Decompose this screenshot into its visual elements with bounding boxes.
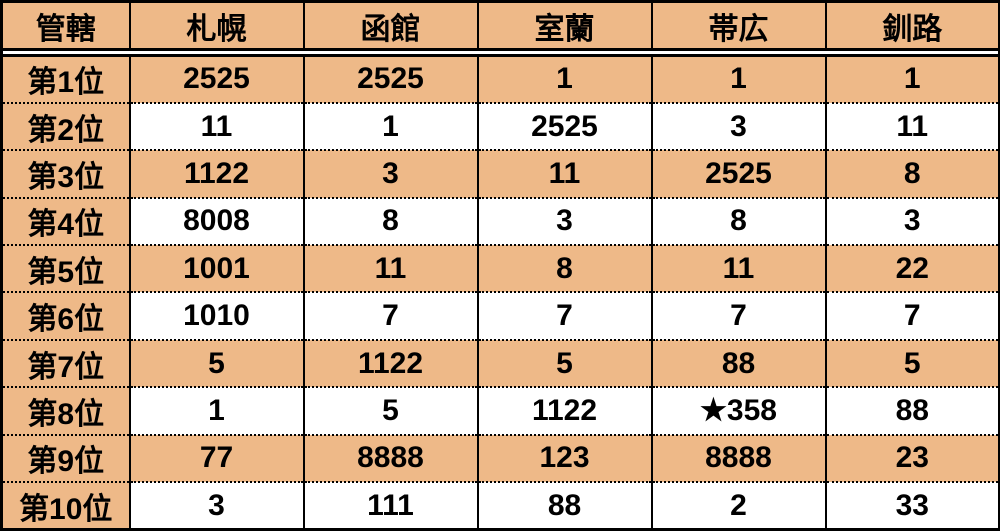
cell: 5 [826, 340, 1000, 387]
cell: 8 [652, 198, 826, 245]
cell: 2525 [130, 56, 304, 103]
cell: 5 [130, 340, 304, 387]
cell: 8 [826, 150, 1000, 197]
cell: 5 [304, 387, 478, 434]
cell: 88 [826, 387, 1000, 434]
cell: 7 [304, 292, 478, 339]
cell: 111 [304, 482, 478, 529]
cell: 7 [826, 292, 1000, 339]
cell: 7 [652, 292, 826, 339]
cell: 8 [304, 198, 478, 245]
rank-label: 第9位 [2, 435, 130, 482]
cell: 11 [652, 245, 826, 292]
cell: 1122 [130, 150, 304, 197]
cell: 1 [826, 56, 1000, 103]
table-row: 第5位 1001 11 8 11 22 [2, 245, 1000, 292]
cell: 3 [304, 150, 478, 197]
cell: ★358 [652, 387, 826, 434]
table-row: 第8位 1 5 1122 ★358 88 [2, 387, 1000, 434]
ranking-table: 管轄 札幌 函館 室蘭 帯広 釧路 第1位 2525 2525 1 1 1 第2… [0, 0, 1000, 531]
cell: 1010 [130, 292, 304, 339]
rank-label: 第4位 [2, 198, 130, 245]
cell: 2525 [478, 103, 652, 150]
table-row: 第1位 2525 2525 1 1 1 [2, 56, 1000, 103]
cell: 1 [478, 56, 652, 103]
cell: 33 [826, 482, 1000, 529]
column-header: 札幌 [130, 2, 304, 50]
cell: 8008 [130, 198, 304, 245]
cell: 3 [478, 198, 652, 245]
column-header: 室蘭 [478, 2, 652, 50]
cell: 8888 [304, 435, 478, 482]
cell: 3 [130, 482, 304, 529]
rank-label: 第10位 [2, 482, 130, 529]
rank-label: 第5位 [2, 245, 130, 292]
cell: 2 [652, 482, 826, 529]
rank-label: 第8位 [2, 387, 130, 434]
rank-label: 第2位 [2, 103, 130, 150]
cell: 3 [652, 103, 826, 150]
cell: 123 [478, 435, 652, 482]
rank-label: 第1位 [2, 56, 130, 103]
cell: 1 [130, 387, 304, 434]
cell: 11 [478, 150, 652, 197]
cell: 1001 [130, 245, 304, 292]
cell: 11 [130, 103, 304, 150]
table-row: 第10位 3 111 88 2 33 [2, 482, 1000, 529]
rank-label: 第7位 [2, 340, 130, 387]
cell: 1122 [478, 387, 652, 434]
table-header-row: 管轄 札幌 函館 室蘭 帯広 釧路 [2, 2, 1000, 50]
cell: 2525 [304, 56, 478, 103]
table-row: 第3位 1122 3 11 2525 8 [2, 150, 1000, 197]
cell: 1122 [304, 340, 478, 387]
cell: 88 [652, 340, 826, 387]
table-row: 第7位 5 1122 5 88 5 [2, 340, 1000, 387]
cell: 8888 [652, 435, 826, 482]
column-header: 釧路 [826, 2, 1000, 50]
header-label: 管轄 [2, 2, 130, 50]
cell: 77 [130, 435, 304, 482]
cell: 88 [478, 482, 652, 529]
cell: 11 [826, 103, 1000, 150]
cell: 1 [304, 103, 478, 150]
table-row: 第2位 11 1 2525 3 11 [2, 103, 1000, 150]
cell: 7 [478, 292, 652, 339]
column-header: 函館 [304, 2, 478, 50]
cell: 11 [304, 245, 478, 292]
rank-label: 第6位 [2, 292, 130, 339]
cell: 23 [826, 435, 1000, 482]
table-row: 第9位 77 8888 123 8888 23 [2, 435, 1000, 482]
cell: 8 [478, 245, 652, 292]
rank-label: 第3位 [2, 150, 130, 197]
column-header: 帯広 [652, 2, 826, 50]
table-row: 第6位 1010 7 7 7 7 [2, 292, 1000, 339]
cell: 2525 [652, 150, 826, 197]
cell: 5 [478, 340, 652, 387]
cell: 1 [652, 56, 826, 103]
table-row: 第4位 8008 8 3 8 3 [2, 198, 1000, 245]
cell: 3 [826, 198, 1000, 245]
cell: 22 [826, 245, 1000, 292]
table-body: 第1位 2525 2525 1 1 1 第2位 11 1 2525 3 11 第… [2, 56, 1000, 530]
